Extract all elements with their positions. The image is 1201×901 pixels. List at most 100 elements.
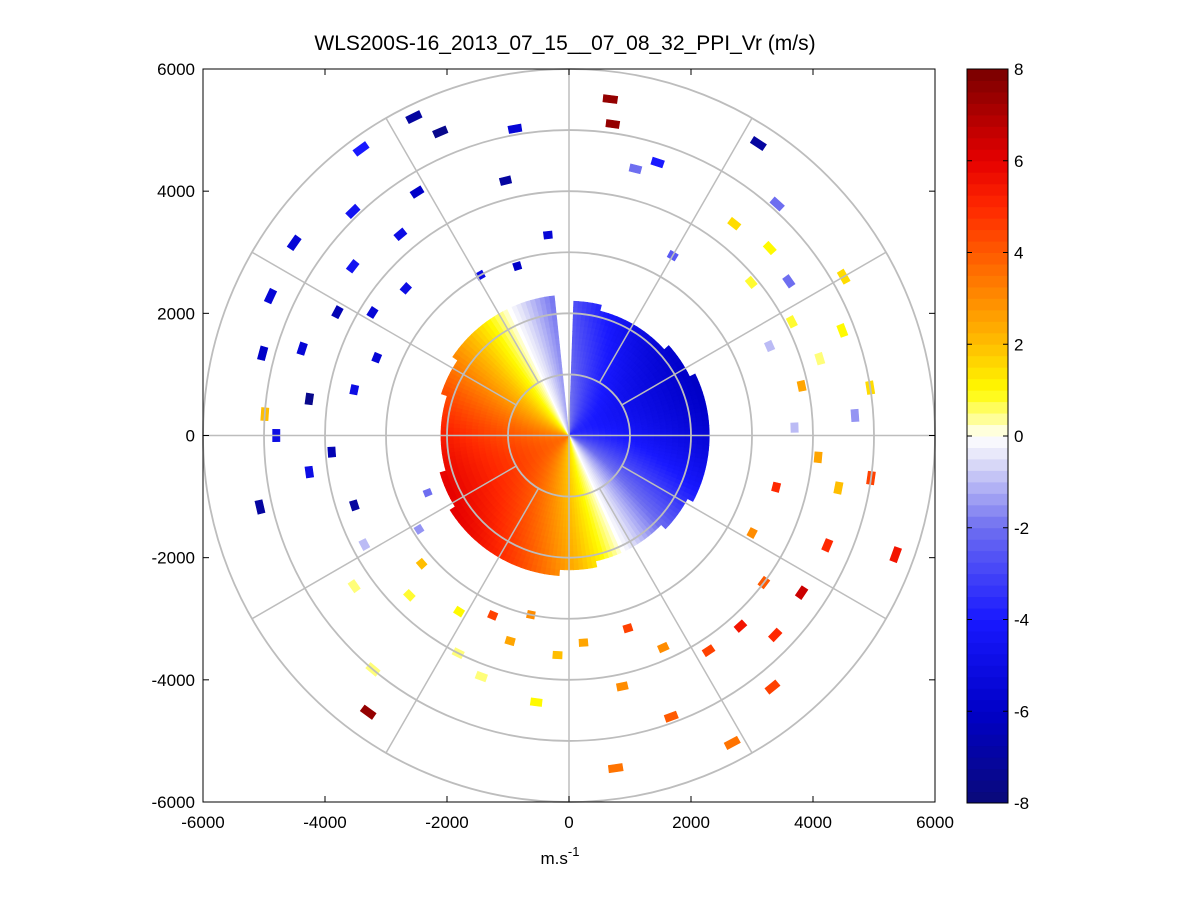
colorbar-swatch: [967, 539, 1008, 552]
colorbar-tick-label: -2: [1014, 519, 1029, 538]
y-tick-label: 6000: [157, 60, 195, 79]
sparse-return: [345, 203, 361, 219]
velocity-cell: [573, 300, 579, 308]
velocity-cell: [702, 439, 710, 446]
colorbar-swatch: [967, 401, 1008, 414]
azimuth-spoke: [621, 251, 887, 406]
colorbar-swatch: [967, 229, 1008, 242]
sparse-return: [578, 638, 589, 647]
sparse-return: [415, 557, 428, 570]
sparse-return: [657, 641, 670, 654]
colorbar-swatch: [967, 309, 1008, 322]
sparse-return: [782, 274, 796, 289]
sparse-return: [487, 610, 499, 621]
chart-title: WLS200S-16_2013_07_15__07_08_32_PPI_Vr (…: [314, 32, 815, 55]
sparse-return: [371, 351, 383, 364]
sparse-return: [723, 735, 741, 750]
velocity-cell: [458, 438, 466, 444]
colorbar-swatch: [967, 665, 1008, 678]
sparse-return: [836, 322, 849, 338]
velocity-cell: [439, 470, 448, 478]
sparse-return: [304, 392, 315, 406]
velocity-cell: [595, 303, 602, 312]
azimuth-spoke: [598, 117, 753, 383]
colorbar-swatch: [967, 722, 1008, 735]
azimuth-spoke: [385, 117, 540, 383]
x-tick-label: 2000: [672, 813, 710, 832]
sparse-return: [794, 585, 809, 601]
velocity-cell: [549, 295, 556, 303]
colorbar-swatch: [967, 527, 1008, 540]
azimuth-spoke: [251, 251, 517, 406]
sparse-return: [507, 123, 523, 134]
colorbar-swatch: [967, 676, 1008, 689]
colorbar-tick-label: -8: [1014, 794, 1029, 813]
velocity-cell: [678, 427, 686, 432]
sparse-return: [349, 384, 360, 396]
velocity-cell: [449, 506, 459, 515]
velocity-cell: [659, 428, 667, 433]
velocity-cell: [465, 438, 472, 444]
colorbar-swatch: [967, 286, 1008, 299]
colorbar-swatch: [967, 436, 1008, 448]
sparse-return: [257, 345, 269, 361]
velocity-cell: [572, 532, 577, 540]
y-tick-label: 4000: [157, 182, 195, 201]
sparse-return: [769, 196, 785, 212]
colorbar-swatch: [967, 378, 1008, 391]
velocity-cell: [573, 563, 579, 571]
sparse-return: [399, 282, 413, 295]
sparse-return: [790, 422, 799, 433]
colorbar-swatch: [967, 367, 1008, 380]
colorbar-swatch: [967, 688, 1008, 701]
velocity-cell: [696, 421, 704, 427]
colorbar-swatch: [967, 160, 1008, 173]
colorbar-swatch: [967, 493, 1008, 506]
sparse-return: [552, 650, 563, 660]
sparse-return: [413, 523, 425, 535]
sparse-return: [602, 94, 619, 104]
sparse-return: [628, 163, 643, 175]
azimuth-spoke: [621, 465, 887, 620]
x-tick-label: -2000: [425, 813, 468, 832]
x-axis-label-base: m.s: [541, 849, 568, 868]
colorbar-tick-label: 4: [1014, 244, 1023, 263]
colorbar-swatch: [967, 80, 1008, 93]
colorbar-tick-label: 2: [1014, 335, 1023, 354]
velocity-cell: [577, 562, 584, 570]
sparse-return: [393, 227, 408, 242]
velocity-cell: [559, 563, 565, 571]
colorbar-swatch: [967, 585, 1008, 598]
x-tick-label: 0: [564, 813, 573, 832]
sparse-return: [349, 499, 360, 512]
colorbar-swatch: [967, 608, 1008, 620]
azimuth-spoke: [385, 488, 540, 754]
sparse-return: [422, 488, 433, 498]
y-tick-label: -2000: [152, 549, 195, 568]
plot-area: -6000 -4000 -2000 0 2000 4000 6000 6000 4000 200…: [152, 60, 954, 832]
colorbar-swatch: [967, 642, 1008, 655]
colorbar-tick-label: -4: [1014, 611, 1029, 630]
colorbar-swatch: [967, 470, 1008, 483]
colorbar-swatch: [967, 458, 1008, 471]
sparse-return: [254, 499, 266, 515]
velocity-cell: [553, 325, 559, 334]
colorbar-ticks: 8 6 4 2 0 -2 -4 -6 -8: [967, 60, 1029, 813]
sparse-return: [850, 408, 860, 422]
colorbar: 8 6 4 2 0 -2 -4 -6 -8: [966, 60, 1029, 813]
colorbar-swatch: [967, 149, 1008, 162]
sparse-return: [359, 704, 377, 720]
velocity-cell: [666, 427, 673, 433]
colorbar-swatch: [967, 516, 1008, 529]
sparse-return: [504, 635, 516, 647]
sparse-return: [727, 216, 742, 231]
colorbar-tick-label: 0: [1014, 427, 1023, 446]
colorbar-swatch: [967, 344, 1008, 357]
sparse-return: [833, 481, 844, 495]
sparse-return: [474, 670, 488, 683]
velocity-cell: [471, 438, 479, 443]
sparse-return: [403, 588, 416, 602]
sparse-return: [663, 710, 679, 723]
sparse-return: [749, 136, 767, 151]
colorbar-tick-label: 6: [1014, 152, 1023, 171]
